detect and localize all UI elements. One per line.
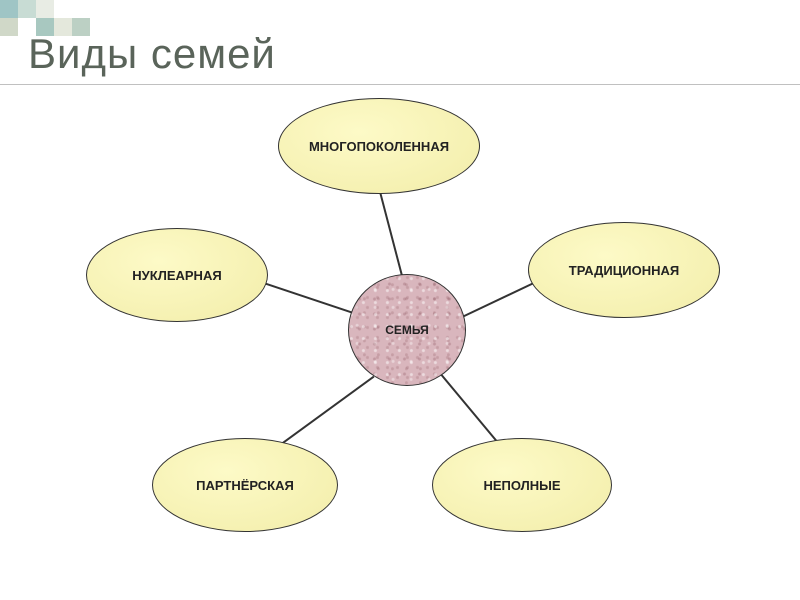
connector-line: [379, 193, 402, 277]
family-types-diagram: СЕМЬЯ МНОГОПОКОЛЕННАЯ ТРАДИЦИОННАЯ НУКЛЕАРН…: [0, 84, 800, 600]
connector-line: [278, 376, 375, 447]
center-node: СЕМЬЯ: [348, 274, 466, 386]
outer-node-bottom-left: ПАРТНЁРСКАЯ: [152, 438, 338, 532]
deco-square: [0, 18, 18, 36]
slide-title: Виды семей: [28, 30, 276, 78]
deco-square: [36, 0, 54, 18]
connector-line: [439, 372, 500, 445]
deco-square: [0, 0, 18, 18]
outer-node-left: НУКЛЕАРНАЯ: [86, 228, 268, 322]
deco-square: [18, 0, 36, 18]
connector-line: [262, 282, 352, 313]
outer-node-right: ТРАДИЦИОННАЯ: [528, 222, 720, 318]
outer-node-bottom-right: НЕПОЛНЫЕ: [432, 438, 612, 532]
connector-line: [462, 280, 539, 317]
outer-node-top: МНОГОПОКОЛЕННАЯ: [278, 98, 480, 194]
